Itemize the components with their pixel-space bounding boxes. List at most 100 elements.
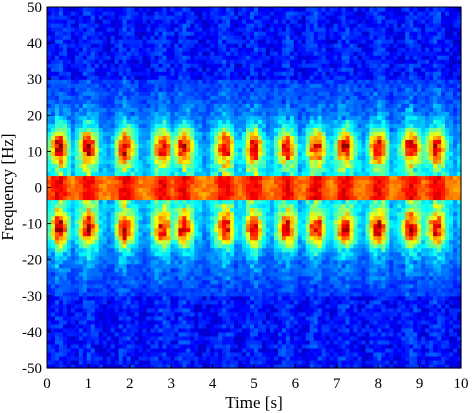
- heatmap-cell: [50, 363, 56, 369]
- heatmap-cell: [86, 35, 92, 40]
- heatmap-cell: [170, 255, 175, 261]
- heatmap-cell: [78, 295, 84, 301]
- heatmap-cell: [78, 263, 84, 269]
- heatmap-cell: [190, 83, 195, 88]
- heatmap-cell: [130, 107, 136, 112]
- heatmap-cell: [158, 187, 164, 193]
- heatmap-cell: [78, 203, 84, 209]
- heatmap-cell: [74, 95, 80, 100]
- heatmap-cell: [47, 195, 52, 201]
- heatmap-cell: [90, 195, 96, 201]
- heatmap-cell: [158, 103, 164, 108]
- heatmap-cell: [66, 127, 72, 132]
- heatmap-cell: [150, 179, 156, 185]
- heatmap-cell: [238, 335, 243, 341]
- heatmap-cell: [214, 211, 219, 217]
- heatmap-cell: [214, 247, 219, 253]
- heatmap-cell: [47, 203, 52, 209]
- heatmap-cell: [198, 111, 203, 116]
- heatmap-cell: [114, 171, 120, 177]
- heatmap-cell: [94, 43, 100, 48]
- heatmap-cell: [106, 179, 112, 185]
- heatmap-cell: [226, 139, 231, 144]
- heatmap-cell: [78, 319, 84, 325]
- heatmap-cell: [222, 227, 227, 233]
- heatmap-cell: [218, 83, 223, 88]
- heatmap-cell: [226, 127, 231, 132]
- heatmap-cell: [198, 71, 203, 76]
- heatmap-cell: [90, 343, 96, 349]
- heatmap-cell: [70, 275, 76, 281]
- heatmap-cell: [206, 143, 211, 148]
- heatmap-cell: [186, 83, 191, 88]
- heatmap-cell: [74, 75, 80, 80]
- heatmap-cell: [102, 139, 108, 144]
- heatmap-cell: [246, 63, 251, 68]
- heatmap-cell: [126, 15, 132, 20]
- heatmap-cell: [170, 167, 175, 173]
- heatmap-cell: [158, 19, 164, 24]
- heatmap-cell: [198, 267, 203, 273]
- heatmap-cell: [86, 139, 92, 144]
- heatmap-cell: [154, 227, 160, 233]
- heatmap-cell: [90, 63, 96, 68]
- heatmap-cell: [154, 131, 160, 136]
- heatmap-cell: [166, 87, 171, 92]
- heatmap-cell: [174, 147, 179, 152]
- heatmap-cell: [58, 107, 64, 112]
- heatmap-cell: [242, 295, 247, 301]
- heatmap-cell: [174, 211, 179, 217]
- heatmap-cell: [74, 159, 80, 165]
- heatmap-cell: [138, 83, 144, 88]
- heatmap-cell: [66, 307, 72, 313]
- heatmap-cell: [226, 143, 231, 148]
- heatmap-cell: [50, 67, 56, 72]
- heatmap-cell: [70, 79, 76, 84]
- heatmap-cell: [134, 151, 140, 157]
- heatmap-cell: [174, 351, 179, 357]
- heatmap-cell: [74, 79, 80, 84]
- heatmap-cell: [134, 231, 140, 237]
- heatmap-cell: [142, 71, 148, 76]
- heatmap-cell: [242, 59, 247, 64]
- heatmap-cell: [214, 299, 219, 305]
- heatmap-cell: [226, 95, 231, 100]
- heatmap-cell: [82, 47, 88, 52]
- heatmap-cell: [190, 279, 195, 285]
- heatmap-cell: [174, 195, 179, 201]
- heatmap-cell: [178, 75, 183, 80]
- heatmap-cell: [226, 215, 231, 221]
- heatmap-cell: [98, 295, 104, 301]
- heatmap-cell: [70, 327, 76, 333]
- heatmap-cell: [58, 311, 64, 317]
- heatmap-cell: [78, 219, 84, 225]
- heatmap-cell: [246, 15, 251, 20]
- heatmap-cell: [126, 11, 132, 16]
- heatmap-cell: [250, 251, 255, 257]
- heatmap-cell: [86, 43, 92, 48]
- heatmap-cell: [78, 267, 84, 273]
- heatmap-cell: [54, 23, 60, 28]
- heatmap-cell: [202, 31, 207, 36]
- heatmap-cell: [214, 163, 219, 169]
- heatmap-cell: [162, 239, 168, 245]
- heatmap-cell: [130, 27, 136, 32]
- heatmap-cell: [206, 11, 211, 16]
- heatmap-cell: [206, 327, 211, 333]
- heatmap-cell: [90, 55, 96, 60]
- heatmap-cell: [122, 359, 128, 365]
- heatmap-cell: [118, 335, 124, 341]
- heatmap-cell: [261, 363, 267, 369]
- heatmap-cell: [118, 347, 124, 353]
- heatmap-cell: [154, 7, 160, 12]
- heatmap-cell: [90, 127, 96, 132]
- heatmap-cell: [242, 19, 247, 24]
- heatmap-cell: [146, 143, 152, 148]
- heatmap-cell: [126, 107, 132, 112]
- heatmap-cell: [202, 323, 207, 329]
- heatmap-cell: [146, 359, 152, 365]
- heatmap-cell: [261, 211, 267, 217]
- heatmap-cell: [146, 283, 152, 289]
- heatmap-cell: [158, 247, 164, 253]
- heatmap-cell: [261, 83, 267, 88]
